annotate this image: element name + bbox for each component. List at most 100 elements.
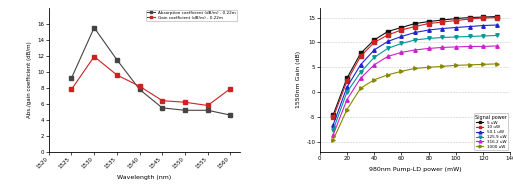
125.9 uW <box>466 35 472 38</box>
1000 uW <box>494 63 500 65</box>
316.2 uW <box>466 45 472 48</box>
Gain coefficient (dB/m) - 0.22m <box>114 74 120 76</box>
50.1 uW <box>453 26 459 29</box>
316.2 uW <box>453 46 459 48</box>
50.1 uW <box>426 29 432 31</box>
316.2 uW <box>480 45 486 48</box>
125.9 uW <box>439 36 445 39</box>
5 uW <box>453 17 459 20</box>
Absorption coefficient (dB/m) - 0.22m <box>182 109 188 111</box>
1000 uW <box>344 108 350 111</box>
125.9 uW <box>480 35 486 37</box>
316.2 uW <box>426 47 432 50</box>
5 uW <box>494 15 500 18</box>
10 uW <box>371 41 377 44</box>
Line: 5 uW: 5 uW <box>331 15 499 116</box>
50.1 uW <box>385 40 391 43</box>
Absorption coefficient (dB/m) - 0.22m <box>159 107 165 109</box>
316.2 uW <box>371 64 377 66</box>
10 uW <box>466 18 472 20</box>
5 uW <box>344 77 350 79</box>
125.9 uW <box>494 34 500 37</box>
Absorption coefficient (dB/m) - 0.22m <box>68 77 74 79</box>
Line: Absorption coefficient (dB/m) - 0.22m: Absorption coefficient (dB/m) - 0.22m <box>70 26 232 117</box>
Line: Gain coefficient (dB/m) - 0.22m: Gain coefficient (dB/m) - 0.22m <box>70 55 232 107</box>
125.9 uW <box>344 91 350 93</box>
5 uW <box>426 20 432 23</box>
Y-axis label: Abs./gain coefficient (dB/m): Abs./gain coefficient (dB/m) <box>27 41 32 118</box>
1000 uW <box>453 64 459 66</box>
1000 uW <box>466 64 472 66</box>
125.9 uW <box>330 128 337 131</box>
5 uW <box>371 39 377 41</box>
50.1 uW <box>480 24 486 27</box>
1000 uW <box>398 70 404 72</box>
125.9 uW <box>412 39 418 41</box>
Absorption coefficient (dB/m) - 0.22m <box>205 109 211 111</box>
Line: 1000 uW: 1000 uW <box>331 62 499 141</box>
Absorption coefficient (dB/m) - 0.22m <box>91 27 97 29</box>
1000 uW <box>412 67 418 70</box>
Gain coefficient (dB/m) - 0.22m <box>227 87 233 90</box>
10 uW <box>398 29 404 31</box>
Line: 10 uW: 10 uW <box>331 16 499 119</box>
Legend: 5 uW, 10 uW, 50.1 uW, 125.9 uW, 316.2 uW, 1000 uW: 5 uW, 10 uW, 50.1 uW, 125.9 uW, 316.2 uW… <box>474 113 508 150</box>
125.9 uW <box>398 42 404 45</box>
316.2 uW <box>385 55 391 58</box>
Line: 316.2 uW: 316.2 uW <box>331 44 499 136</box>
1000 uW <box>480 63 486 66</box>
Absorption coefficient (dB/m) - 0.22m <box>227 114 233 116</box>
Absorption coefficient (dB/m) - 0.22m <box>114 59 120 61</box>
X-axis label: 980nm Pump-LD power (mW): 980nm Pump-LD power (mW) <box>369 167 461 172</box>
5 uW <box>439 19 445 21</box>
Gain coefficient (dB/m) - 0.22m <box>159 100 165 102</box>
10 uW <box>494 16 500 19</box>
1000 uW <box>385 74 391 76</box>
1000 uW <box>426 66 432 68</box>
10 uW <box>453 19 459 22</box>
125.9 uW <box>426 37 432 40</box>
5 uW <box>398 26 404 29</box>
10 uW <box>412 25 418 28</box>
5 uW <box>385 30 391 33</box>
316.2 uW <box>344 99 350 101</box>
Gain coefficient (dB/m) - 0.22m <box>91 55 97 58</box>
Line: 125.9 uW: 125.9 uW <box>331 34 499 131</box>
Gain coefficient (dB/m) - 0.22m <box>136 85 143 87</box>
316.2 uW <box>330 133 337 136</box>
10 uW <box>439 21 445 23</box>
5 uW <box>466 16 472 19</box>
50.1 uW <box>371 49 377 51</box>
Gain coefficient (dB/m) - 0.22m <box>182 101 188 103</box>
125.9 uW <box>358 71 364 74</box>
10 uW <box>330 116 337 118</box>
10 uW <box>344 80 350 82</box>
316.2 uW <box>358 77 364 79</box>
5 uW <box>412 22 418 25</box>
50.1 uW <box>344 86 350 88</box>
50.1 uW <box>330 124 337 126</box>
50.1 uW <box>412 31 418 34</box>
Line: 50.1 uW: 50.1 uW <box>331 23 499 126</box>
316.2 uW <box>439 46 445 49</box>
50.1 uW <box>466 25 472 28</box>
5 uW <box>330 113 337 116</box>
316.2 uW <box>398 51 404 54</box>
316.2 uW <box>412 49 418 51</box>
10 uW <box>358 55 364 58</box>
1000 uW <box>330 138 337 141</box>
50.1 uW <box>358 64 364 66</box>
10 uW <box>385 34 391 36</box>
Legend: Absorption coefficient (dB/m) - 0.22m, Gain coefficient (dB/m) - 0.22m: Absorption coefficient (dB/m) - 0.22m, G… <box>146 10 238 21</box>
5 uW <box>358 52 364 55</box>
Y-axis label: 1550nm Gain (dB): 1550nm Gain (dB) <box>296 51 301 108</box>
316.2 uW <box>494 45 500 47</box>
50.1 uW <box>439 27 445 30</box>
5 uW <box>480 16 486 18</box>
125.9 uW <box>371 56 377 59</box>
125.9 uW <box>453 36 459 38</box>
Absorption coefficient (dB/m) - 0.22m <box>136 88 143 91</box>
Gain coefficient (dB/m) - 0.22m <box>68 88 74 91</box>
10 uW <box>426 22 432 25</box>
50.1 uW <box>398 35 404 38</box>
